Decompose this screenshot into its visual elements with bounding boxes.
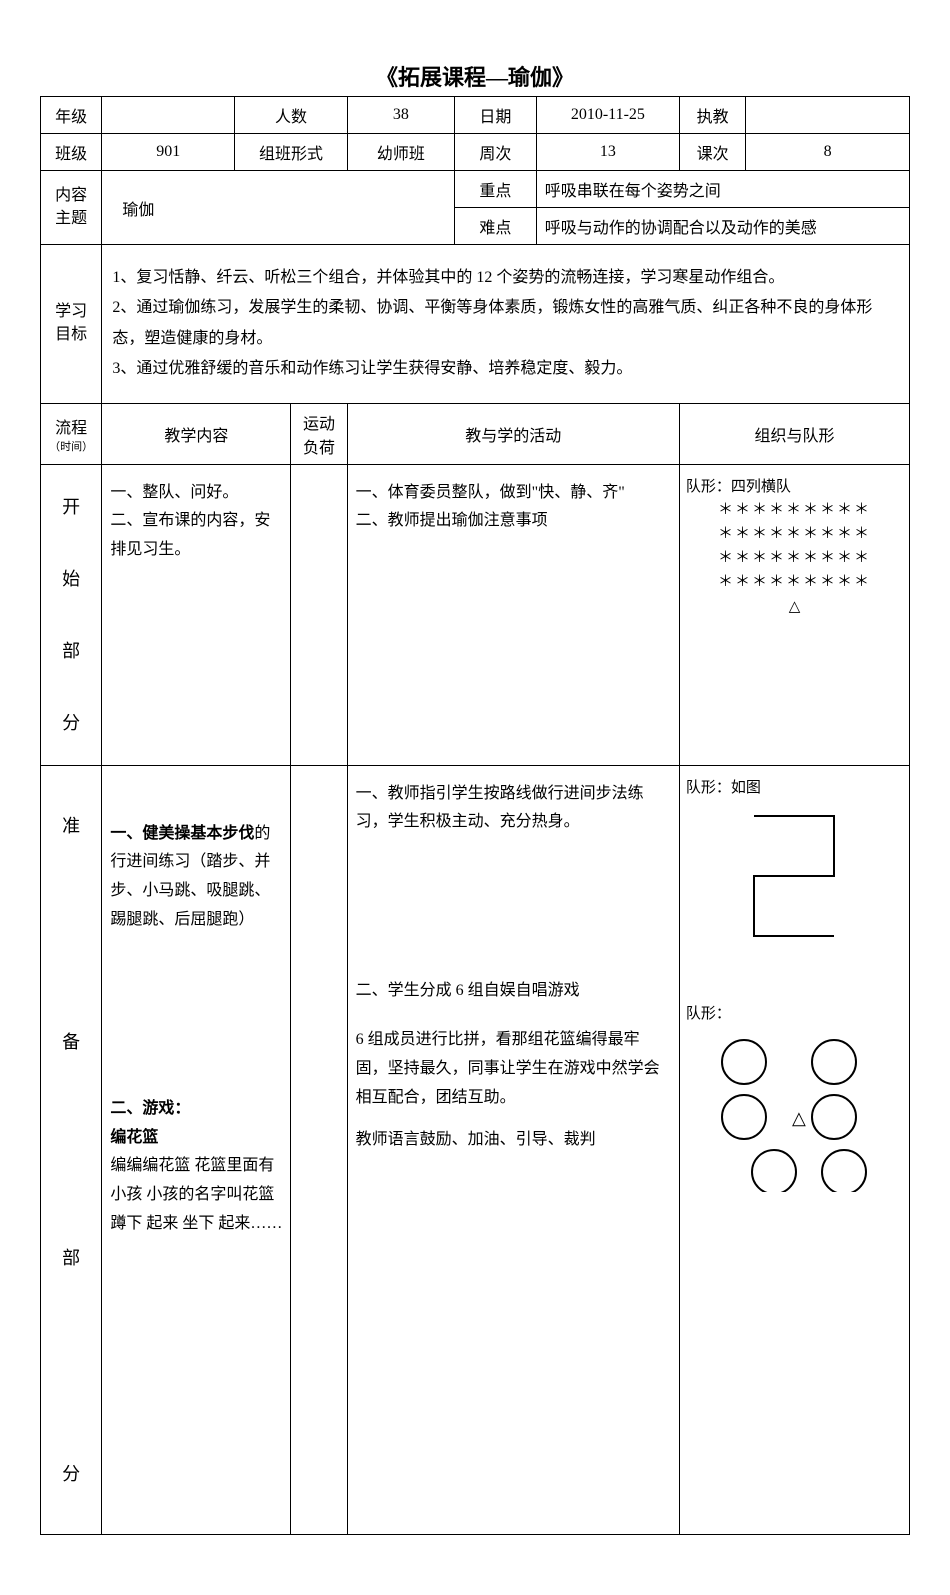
prep-activity3: 6 组成员进行比拼，看那组花篮编得最牢固，坚持最久，同事让学生在游戏中然学会相互… <box>356 1026 671 1112</box>
prep-activity4: 教师语言鼓励、加油、引导、裁判 <box>356 1126 671 1155</box>
formation-row-1: ＊＊＊＊＊＊＊＊＊ <box>686 499 903 523</box>
header-row-1: 年级 人数 38 日期 2010-11-25 执教 <box>41 97 910 134</box>
activity-header: 教与学的活动 <box>347 403 679 464</box>
topic-row-1: 内容主题 瑜伽 重点 呼吸串联在每个姿势之间 <box>41 171 910 208</box>
prep-content1-title: 一、健美操基本步伐 <box>110 825 254 842</box>
goals-row: 学习目标 1、复习恬静、纤云、听松三个组合，并体验其中的 12 个姿势的流畅连接… <box>41 245 910 404</box>
size-label: 人数 <box>235 97 347 134</box>
date-label: 日期 <box>455 97 537 134</box>
prep-formation: 队形：如图 队形： △ <box>679 765 909 1534</box>
grade-value <box>102 97 235 134</box>
grade-label: 年级 <box>41 97 102 134</box>
triangle-mark: △ <box>792 1108 806 1128</box>
week-label: 周次 <box>455 134 537 171</box>
prep-row: 准备部分 一、健美操基本步伐的行进间练习（踏步、并步、小马跳、吸腿跳、踢腿跳、后… <box>41 765 910 1534</box>
formation-title: 队形：四列横队 <box>686 475 903 499</box>
prep-load <box>291 765 347 1534</box>
formation-header: 组织与队形 <box>679 403 909 464</box>
prep-content2-body: 编编编花篮 花篮里面有小孩 小孩的名字叫花篮 蹲下 起来 坐下 起来…… <box>110 1152 282 1238</box>
header-row-2: 班级 901 组班形式 幼师班 周次 13 课次 8 <box>41 134 910 171</box>
lesson-plan-table: 年级 人数 38 日期 2010-11-25 执教 班级 901 组班形式 幼师… <box>40 96 910 1535</box>
page-title: 《拓展课程—瑜伽》 <box>40 60 910 92</box>
teacher-value <box>746 97 910 134</box>
week-value: 13 <box>536 134 679 171</box>
class-value: 901 <box>102 134 235 171</box>
goal-item-1: 1、复习恬静、纤云、听松三个组合，并体验其中的 12 个姿势的流畅连接，学习寒星… <box>112 263 899 293</box>
prep-formation2-title: 队形： <box>686 1002 903 1026</box>
prep-activity1: 一、教师指引学生按路线做行进间步法练习，学生积极主动、充分热身。 <box>356 780 671 838</box>
formation-row-2: ＊＊＊＊＊＊＊＊＊ <box>686 523 903 547</box>
diff-label: 难点 <box>455 208 537 245</box>
circles-diagram-icon: △ <box>714 1032 874 1192</box>
class-label: 班级 <box>41 134 102 171</box>
size-value: 38 <box>347 97 454 134</box>
prep-activity: 一、教师指引学生按路线做行进间步法练习，学生积极主动、充分热身。 二、学生分成 … <box>347 765 679 1534</box>
process-header-row: 流程 （时间） 教学内容 运动负荷 教与学的活动 组织与队形 <box>41 403 910 464</box>
prep-content2-sub: 编花篮 <box>110 1124 282 1153</box>
flow-header: 流程 （时间） <box>41 403 102 464</box>
prep-content: 一、健美操基本步伐的行进间练习（踏步、并步、小马跳、吸腿跳、踢腿跳、后屈腿跑） … <box>102 765 291 1534</box>
flow-label: 流程 <box>49 414 93 438</box>
prep-label: 准备部分 <box>41 765 102 1534</box>
goal-item-3: 3、通过优雅舒缓的音乐和动作练习让学生获得安静、培养稳定度、毅力。 <box>112 354 899 384</box>
lesson-value: 8 <box>746 134 910 171</box>
opening-load <box>291 464 347 765</box>
key-value: 呼吸串联在每个姿势之间 <box>536 171 909 208</box>
lesson-label: 课次 <box>679 134 745 171</box>
formation-mark: △ <box>686 595 903 619</box>
goals-content: 1、复习恬静、纤云、听松三个组合，并体验其中的 12 个姿势的流畅连接，学习寒星… <box>102 245 910 404</box>
content-header: 教学内容 <box>102 403 291 464</box>
key-label: 重点 <box>455 171 537 208</box>
prep-activity2: 二、学生分成 6 组自娱自唱游戏 <box>356 977 671 1006</box>
prep-content2-title: 二、游戏： <box>110 1095 282 1124</box>
flow-sub-label: （时间） <box>49 438 93 454</box>
opening-row: 开始部分 一、整队、问好。二、宣布课的内容，安排见习生。 一、体育委员整队，做到… <box>41 464 910 765</box>
opening-activity: 一、体育委员整队，做到"快、静、齐"二、教师提出瑜伽注意事项 <box>347 464 679 765</box>
form-label: 组班形式 <box>235 134 347 171</box>
load-header: 运动负荷 <box>291 403 347 464</box>
form-value: 幼师班 <box>347 134 454 171</box>
teacher-label: 执教 <box>679 97 745 134</box>
formation-row-3: ＊＊＊＊＊＊＊＊＊ <box>686 547 903 571</box>
date-value: 2010-11-25 <box>536 97 679 134</box>
topic-label: 内容主题 <box>41 171 102 245</box>
prep-formation1-title: 队形：如图 <box>686 776 903 800</box>
route-diagram-icon <box>734 806 854 956</box>
opening-formation: 队形：四列横队 ＊＊＊＊＊＊＊＊＊ ＊＊＊＊＊＊＊＊＊ ＊＊＊＊＊＊＊＊＊ ＊＊… <box>679 464 909 765</box>
goal-item-2: 2、通过瑜伽练习，发展学生的柔韧、协调、平衡等身体素质，锻炼女性的高雅气质、纠正… <box>112 293 899 354</box>
topic-value: 瑜伽 <box>102 171 455 245</box>
formation-row-4: ＊＊＊＊＊＊＊＊＊ <box>686 571 903 595</box>
diff-value: 呼吸与动作的协调配合以及动作的美感 <box>536 208 909 245</box>
opening-label: 开始部分 <box>41 464 102 765</box>
opening-content: 一、整队、问好。二、宣布课的内容，安排见习生。 <box>102 464 291 765</box>
goals-label: 学习目标 <box>41 245 102 404</box>
